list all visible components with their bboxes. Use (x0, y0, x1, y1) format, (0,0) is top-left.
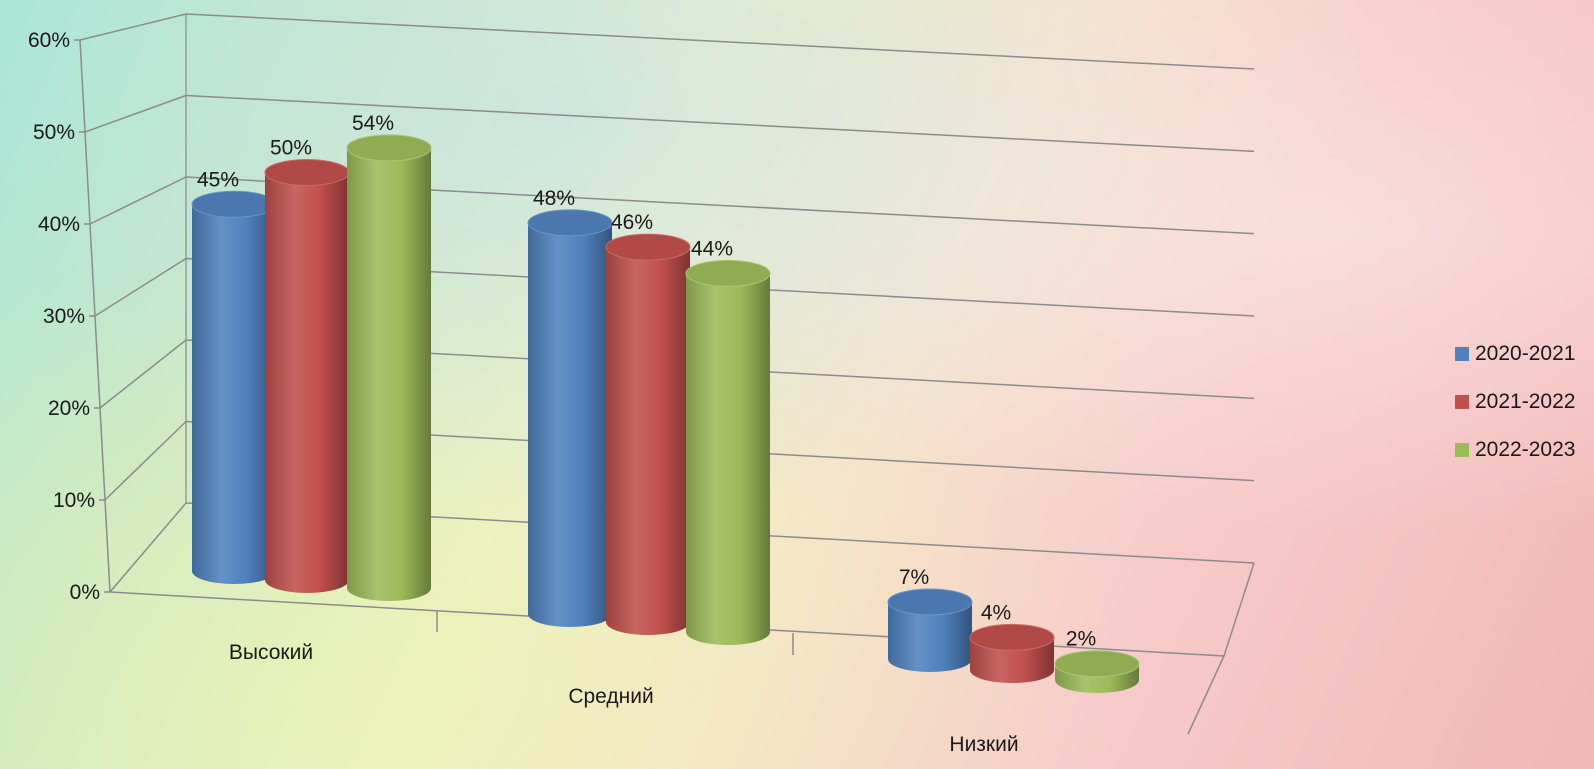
y-tick-label: 10% (53, 489, 95, 512)
bar-top (264, 159, 350, 186)
legend-swatch (1455, 443, 1469, 457)
data-labels: 45% 50% 54% 48% 46% 44% 7% 4% 2% (197, 112, 1096, 651)
legend: 2020-2021 2021-2022 2022-2023 (1455, 330, 1575, 474)
bar-top (527, 209, 613, 237)
y-tick-label: 40% (38, 213, 80, 236)
floor-right-edge (1223, 562, 1255, 657)
data-label: 44% (691, 237, 733, 260)
legend-label: 2022-2023 (1475, 438, 1576, 461)
side-gridline (99, 339, 187, 409)
side-gridline (84, 94, 187, 133)
gridline (185, 94, 1255, 153)
y-axis-line (79, 39, 111, 593)
bar-body (192, 204, 276, 584)
y-tick-label: 50% (33, 121, 75, 144)
y-tick-label: 60% (28, 29, 70, 52)
y-axis-ticks: 0% 10% 20% 30% 40% 50% 60% (28, 29, 100, 604)
side-gridline (104, 420, 187, 501)
side-gridline (109, 502, 187, 593)
y-tick-label: 0% (70, 581, 100, 604)
category-label: Высокий (229, 641, 313, 664)
y-tick-label: 20% (48, 397, 90, 420)
x-axis-end-tick (1187, 655, 1225, 735)
bar-0-0 (191, 190, 277, 584)
category-label: Низкий (949, 733, 1018, 756)
bar-0-2 (346, 134, 432, 601)
bar-body (347, 147, 431, 601)
legend-item: 2021-2022 (1455, 378, 1575, 426)
bar-2-0 (887, 588, 973, 672)
bar-body (606, 247, 690, 635)
data-label: 46% (611, 211, 653, 234)
legend-item: 2020-2021 (1455, 330, 1575, 378)
bar-top (887, 588, 973, 616)
data-label: 54% (352, 112, 394, 135)
side-gridline (94, 257, 187, 317)
bar-1-1 (605, 233, 691, 635)
bar-top (346, 134, 432, 162)
gridline (185, 13, 1255, 70)
bars (191, 134, 1140, 693)
y-tick-label: 30% (43, 305, 85, 328)
bar-1-2 (685, 259, 771, 645)
legend-label: 2021-2022 (1475, 390, 1576, 413)
bar-top (605, 233, 691, 261)
legend-swatch (1455, 395, 1469, 409)
side-gridline (79, 13, 187, 41)
legend-label: 2020-2021 (1475, 342, 1576, 365)
category-labels: Высокий Средний Низкий (229, 641, 1019, 756)
data-label: 48% (533, 187, 575, 210)
bar-body (686, 273, 770, 645)
bar-0-1 (264, 159, 350, 593)
bar-top (969, 623, 1055, 651)
data-label: 45% (197, 168, 239, 191)
bar-1-0 (527, 209, 613, 628)
data-label: 4% (981, 601, 1011, 624)
bar-body (528, 222, 612, 628)
side-gridline (89, 176, 187, 225)
bar-2-1 (969, 623, 1055, 683)
category-label: Средний (568, 685, 653, 708)
bar-top (1054, 650, 1140, 678)
legend-swatch (1455, 347, 1469, 361)
bar-top (191, 190, 277, 218)
data-label: 2% (1066, 628, 1096, 651)
data-label: 7% (899, 566, 929, 589)
bar-body (888, 601, 972, 672)
data-label: 50% (270, 137, 312, 160)
bar-body (265, 172, 349, 593)
legend-item: 2022-2023 (1455, 426, 1575, 474)
bar-top (685, 259, 771, 287)
bar-2-2 (1054, 650, 1140, 693)
